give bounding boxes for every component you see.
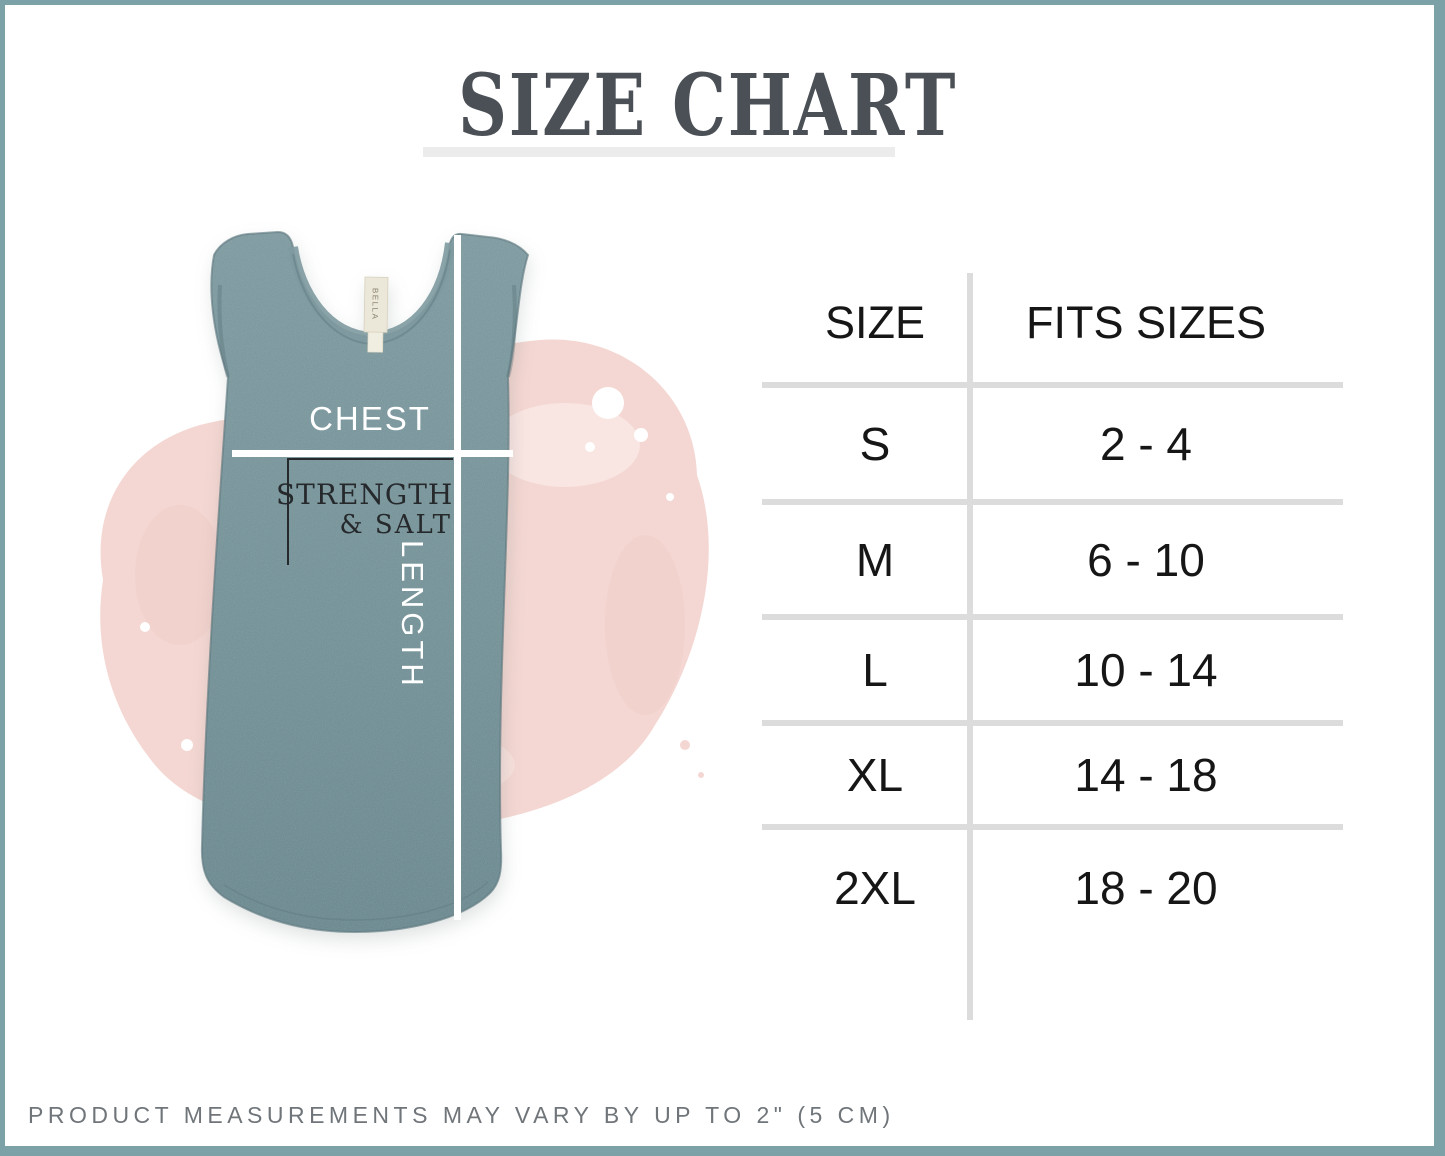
table-column-divider (967, 273, 973, 1020)
chest-measurement-line (232, 450, 513, 457)
frame-border-right (1434, 0, 1445, 1156)
length-measurement-label: LENGTH (395, 540, 430, 690)
table-row-divider (762, 382, 1343, 388)
title-underline (423, 147, 895, 157)
table-row-divider (762, 824, 1343, 830)
design-bracket-vertical (287, 458, 289, 565)
table-row-divider (762, 499, 1343, 505)
tank-top-body (200, 230, 530, 934)
size-cell: XL (846, 749, 904, 801)
design-bracket-horizontal (287, 458, 453, 460)
chest-measurement-label: CHEST (309, 400, 431, 437)
table-row-divider (762, 720, 1343, 726)
neck-tag: BELLA (363, 276, 389, 353)
frame-border-left (0, 0, 5, 1156)
design-text-line2: & SALT (339, 510, 452, 540)
fits-sizes-cell: 14 - 18 (1074, 749, 1218, 801)
measurement-disclaimer: PRODUCT MEASUREMENTS MAY VARY BY UP TO 2… (28, 1102, 895, 1128)
design-text-line1: STRENGTH (276, 478, 454, 511)
size-cell: L (862, 644, 888, 696)
length-measurement-line (454, 235, 461, 920)
page-title: SIZE CHART (458, 56, 958, 156)
fits-sizes-cell: 2 - 4 (1099, 418, 1193, 470)
fits-sizes-cell: 10 - 14 (1074, 644, 1218, 696)
size-cell: S (859, 418, 891, 470)
fits-sizes-cell: 18 - 20 (1074, 862, 1218, 914)
size-cell: 2XL (834, 862, 916, 914)
frame-border-top (0, 0, 1445, 5)
table-row-divider (762, 614, 1343, 620)
column-header-size: SIZE (824, 297, 926, 348)
brand-tag-text: BELLA (370, 288, 380, 321)
frame-border-bottom (0, 1146, 1445, 1156)
tank-top-illustration: BELLA (200, 230, 530, 934)
size-cell: M (855, 534, 895, 586)
column-header-fits-sizes: FITS SIZES (1025, 297, 1267, 348)
fits-sizes-cell: 6 - 10 (1087, 534, 1205, 586)
